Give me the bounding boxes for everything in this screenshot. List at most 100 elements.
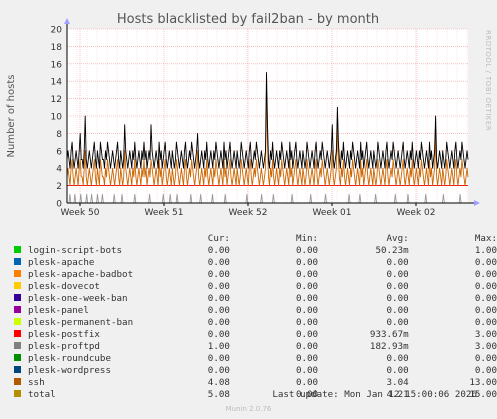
legend-cur-value: 0.00 xyxy=(207,245,230,256)
legend-min-value: 0.00 xyxy=(295,377,319,388)
legend-max-value: 0.00 xyxy=(474,269,497,280)
legend-row: plesk-wordpress 0.00 0.00 0.00 0.00 xyxy=(10,365,497,377)
x-tick-label: Week 02 xyxy=(397,208,436,218)
legend-series-cell: ssh xyxy=(10,377,159,389)
legend-swatch xyxy=(14,270,21,277)
legend-swatch xyxy=(14,282,21,289)
legend-cur-value: 1.00 xyxy=(207,341,230,352)
legend-min-value: 0.00 xyxy=(295,353,319,364)
legend-max-value: 0.00 xyxy=(474,293,497,304)
y-tick-label: 2 xyxy=(56,182,62,192)
legend-cur-value: 0.00 xyxy=(207,293,230,304)
legend-header-avg: Avg: xyxy=(386,233,409,244)
legend-avg-value: 50.23m xyxy=(375,245,409,256)
legend-series-cell: plesk-one-week-ban xyxy=(10,293,159,305)
legend-series-cell: plesk-panel xyxy=(10,305,159,317)
legend-series-cell: plesk-apache-badbot xyxy=(10,269,159,281)
legend-min-value: 0.00 xyxy=(295,341,319,352)
legend-series-name: ssh xyxy=(28,377,45,388)
legend-swatch xyxy=(14,318,21,325)
x-tick-label: Week 51 xyxy=(145,208,184,218)
legend-min-value: 0.00 xyxy=(295,305,319,316)
legend-max-value: 0.00 xyxy=(474,257,497,268)
legend-series-cell: total xyxy=(10,389,159,401)
x-tick-label: Week 50 xyxy=(61,208,100,218)
last-update: Last update: Mon Jan 12 15:00:06 2026 xyxy=(272,389,477,400)
legend-swatch xyxy=(14,354,21,361)
y-tick-label: 16 xyxy=(51,60,63,70)
y-axis-ticks: 0 2 4 6 8 10 12 14 16 18 20 xyxy=(51,26,63,210)
legend-row: plesk-apache-badbot 0.00 0.00 0.00 0.00 xyxy=(10,269,497,281)
y-axis-arrow xyxy=(64,18,70,24)
legend-avg-value: 933.67m xyxy=(369,329,409,340)
legend-series-name: plesk-permanent-ban xyxy=(28,317,134,328)
legend-row: plesk-postfix 0.00 0.00 933.67m 3.00 xyxy=(10,329,497,341)
legend-max-value: 0.00 xyxy=(474,305,497,316)
y-tick-label: 14 xyxy=(51,78,63,88)
legend-max-value: 15.00 xyxy=(469,389,497,400)
legend-max-value: 13.00 xyxy=(469,377,497,388)
legend-series-cell: plesk-proftpd xyxy=(10,341,159,353)
legend-cur-value: 0.00 xyxy=(207,305,230,316)
legend-swatch xyxy=(14,330,21,337)
y-tick-label: 12 xyxy=(51,95,62,105)
legend-row: plesk-panel 0.00 0.00 0.00 0.00 xyxy=(10,305,497,317)
legend-avg-value: 0.00 xyxy=(386,365,409,376)
legend-min-value: 0.00 xyxy=(295,365,319,376)
legend-avg-value: 0.00 xyxy=(386,293,409,304)
legend-max-value: 3.00 xyxy=(474,329,497,340)
legend-series-name: total xyxy=(28,389,56,400)
legend-avg-value: 0.00 xyxy=(386,317,409,328)
legend-row: plesk-proftpd 1.00 0.00 182.93m 3.00 xyxy=(10,341,497,353)
legend-min-value: 0.00 xyxy=(295,389,319,400)
legend-series-name: plesk-roundcube xyxy=(28,353,111,364)
legend-series-name: plesk-proftpd xyxy=(28,341,100,352)
y-tick-label: 20 xyxy=(51,26,63,36)
legend-cur-value: 0.00 xyxy=(207,269,230,280)
legend-min-value: 0.00 xyxy=(295,269,319,280)
legend-header-row: Cur: Min: Avg: Max: xyxy=(10,233,497,245)
legend-swatch xyxy=(14,390,21,397)
legend-min-value: 0.00 xyxy=(295,329,319,340)
legend-avg-value: 0.00 xyxy=(386,353,409,364)
legend-header-cur: Cur: xyxy=(207,233,230,244)
legend-max-value: 0.00 xyxy=(474,317,497,328)
legend-cur-value: 5.08 xyxy=(207,389,230,400)
legend-swatch xyxy=(14,258,21,265)
legend-min-value: 0.00 xyxy=(295,281,319,292)
legend-max-value: 1.00 xyxy=(474,245,497,256)
legend-series-cell: login-script-bots xyxy=(10,245,159,257)
y-tick-label: 8 xyxy=(56,130,62,140)
legend-max-value: 0.00 xyxy=(474,365,497,376)
legend-cur-value: 0.00 xyxy=(207,365,230,376)
legend-max-value: 0.00 xyxy=(474,281,497,292)
legend-series-name: plesk-one-week-ban xyxy=(28,293,128,304)
legend-body: login-script-bots 0.00 0.00 50.23m 1.00 plesk… xyxy=(10,245,497,401)
legend-row: plesk-apache 0.00 0.00 0.00 0.00 xyxy=(10,257,497,269)
legend-swatch xyxy=(14,306,21,313)
legend-cur-value: 0.00 xyxy=(207,317,230,328)
series-line-total xyxy=(66,72,469,169)
legend-avg-value: 0.00 xyxy=(386,269,409,280)
legend-series-name: plesk-dovecot xyxy=(28,281,100,292)
x-tick-label: Week 01 xyxy=(313,208,352,218)
series-line-ssh xyxy=(66,89,469,187)
legend-min-value: 0.00 xyxy=(295,245,319,256)
y-tick-label: 10 xyxy=(51,113,63,123)
legend-avg-value: 3.04 xyxy=(386,377,409,388)
legend-cur-value: 0.00 xyxy=(207,353,230,364)
legend-header-max: Max: xyxy=(474,233,497,244)
legend-series-name: login-script-bots xyxy=(28,245,123,256)
legend-series-cell: plesk-dovecot xyxy=(10,281,159,293)
y-tick-label: 6 xyxy=(56,147,62,157)
axes xyxy=(64,18,480,206)
legend-cur-value: 0.00 xyxy=(207,281,230,292)
legend-avg-value: 0.00 xyxy=(386,281,409,292)
legend-series-cell: plesk-roundcube xyxy=(10,353,159,365)
legend-cur-value: 0.00 xyxy=(207,329,230,340)
legend-max-value: 3.00 xyxy=(474,341,497,352)
legend-avg-value: 182.93m xyxy=(369,341,409,352)
munin-version: Munin 2.0.76 xyxy=(225,405,272,413)
legend-series-cell: plesk-apache xyxy=(10,257,159,269)
legend-swatch xyxy=(14,366,21,373)
